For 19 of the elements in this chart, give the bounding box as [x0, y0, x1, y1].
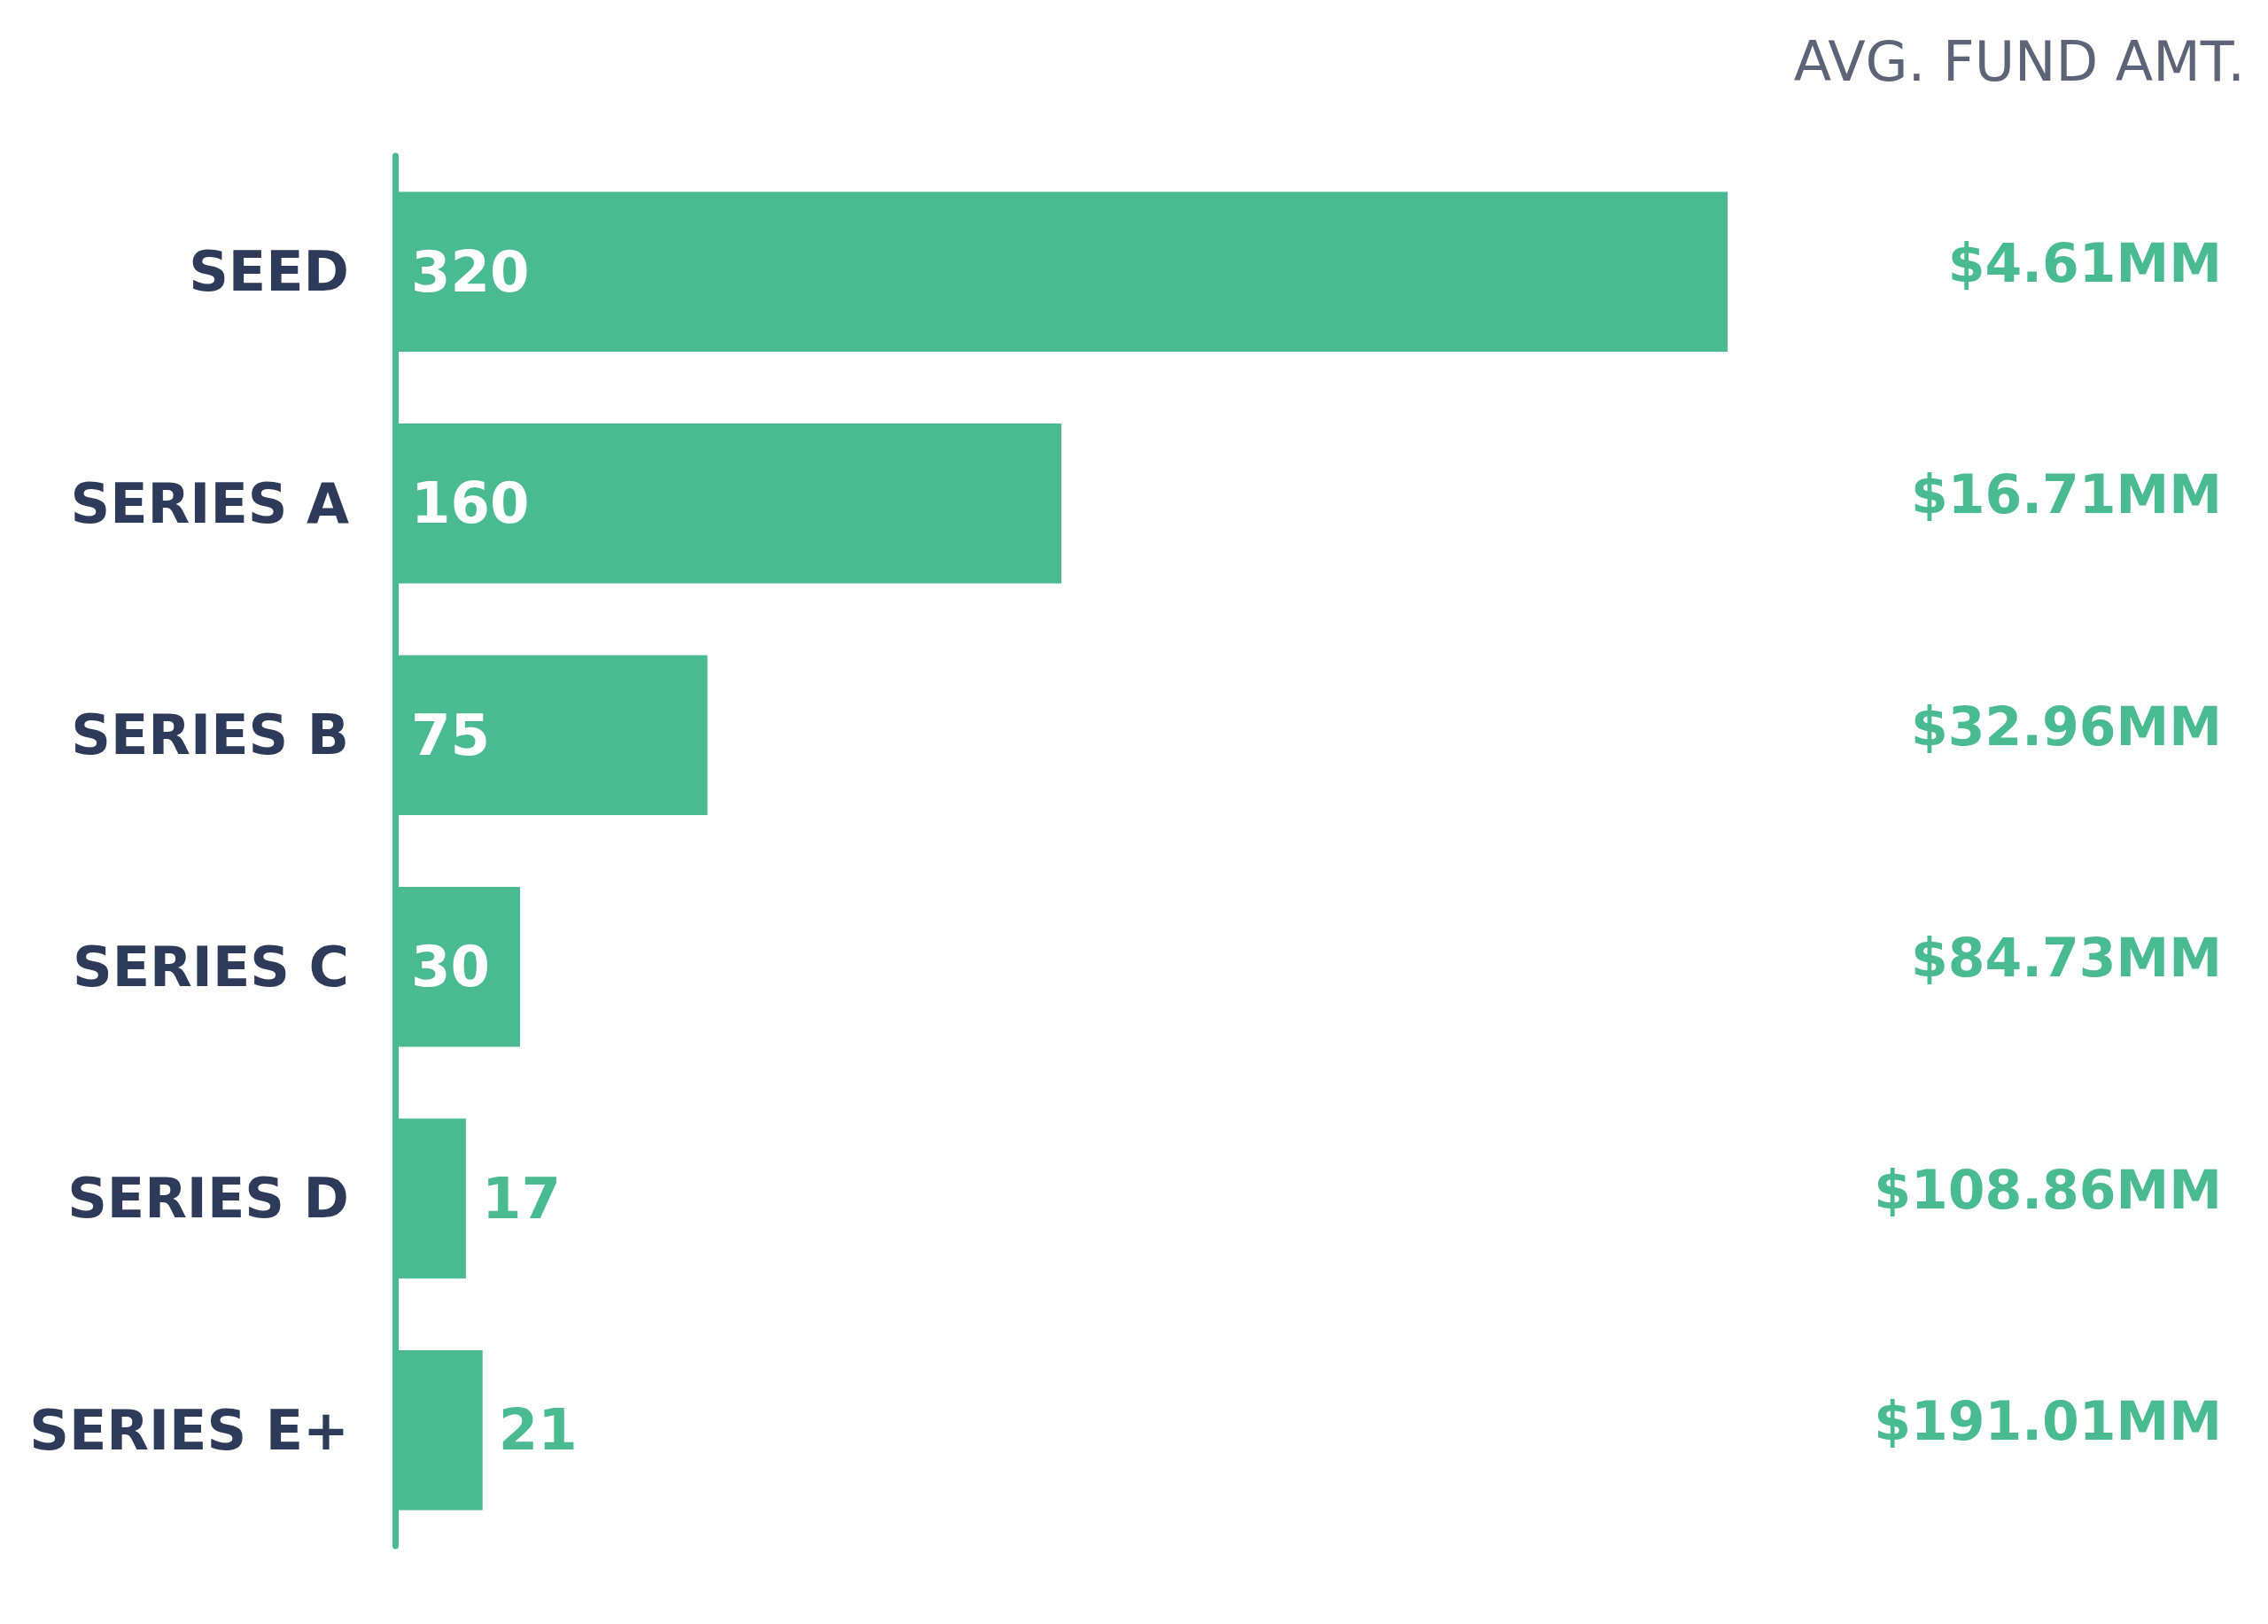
data-label: 30: [411, 934, 491, 1000]
y-tick-label: SEED: [189, 239, 349, 305]
y-tick-label: SERIES A: [70, 470, 350, 536]
data-label: 17: [481, 1165, 561, 1232]
data-label: 320: [411, 238, 530, 305]
y-tick-label: SERIES D: [67, 1166, 349, 1232]
data-label: 21: [498, 1397, 578, 1464]
text: $4.61MM: [1947, 231, 2222, 294]
y-tick-label: SERIES C: [73, 934, 349, 999]
y-tick-label: SERIES B: [71, 703, 349, 768]
text: $84.73MM: [1911, 927, 2222, 990]
text: $32.96MM: [1911, 695, 2222, 758]
y-tick-label: SERIES E+: [29, 1397, 349, 1463]
text: $108.86MM: [1874, 1158, 2222, 1221]
data-label: 75: [411, 702, 491, 768]
text: $191.01MM: [1874, 1390, 2222, 1453]
text: $16.71MM: [1911, 463, 2222, 526]
text: AVG. FUND AMT.: [1793, 28, 2246, 94]
data-label: 160: [411, 470, 530, 537]
